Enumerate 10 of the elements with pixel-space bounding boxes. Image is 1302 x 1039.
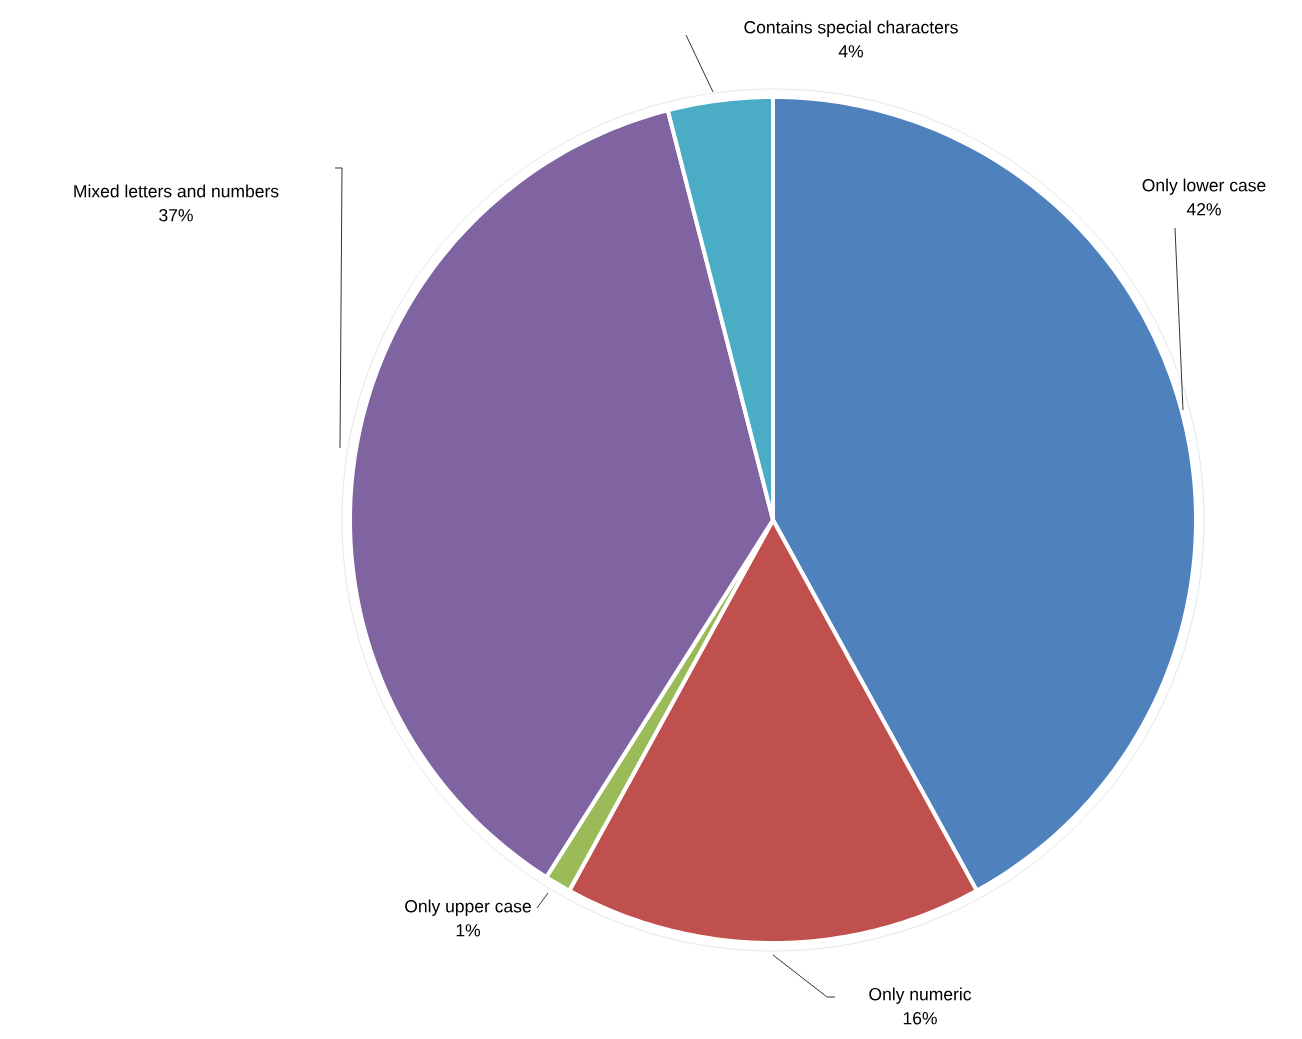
slice-label: Contains special characters bbox=[744, 20, 958, 37]
slice-label: Only numeric bbox=[869, 987, 972, 1004]
data-label: 4% bbox=[838, 45, 864, 58]
data-label: 37% bbox=[159, 209, 193, 222]
data-label: 1% bbox=[456, 924, 481, 937]
slice-label: Only lower case bbox=[1142, 178, 1266, 195]
slice-label: Mixed letters and numbers bbox=[74, 184, 279, 198]
data-label: 42% bbox=[1186, 203, 1221, 216]
data-label: 16% bbox=[903, 1012, 937, 1025]
slice-label: Only upper case bbox=[405, 899, 531, 916]
